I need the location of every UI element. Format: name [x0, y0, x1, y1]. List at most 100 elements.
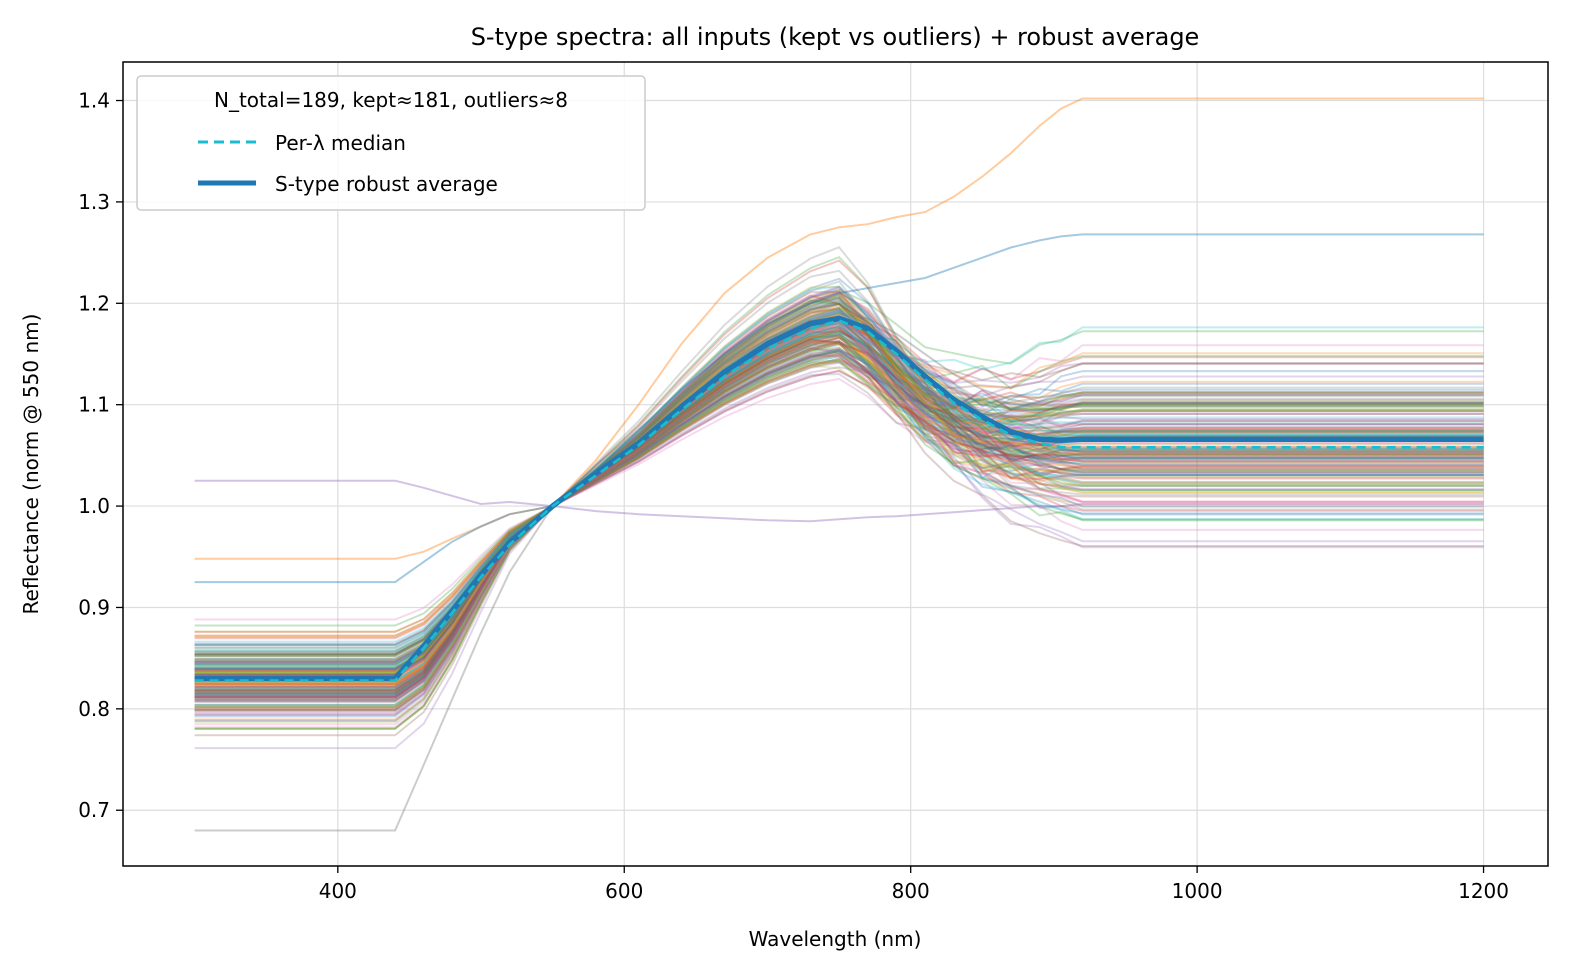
input-spectrum-line: [194, 355, 1484, 706]
input-spectrum-line: [194, 349, 1484, 692]
input-spectrum-line: [194, 287, 1484, 691]
input-spectrum-line: [194, 370, 1484, 700]
plot-frame: [122, 61, 1549, 867]
input-spectrum-line: [194, 308, 1484, 638]
input-spectrum-line: [194, 307, 1484, 711]
input-spectrum-line: [194, 347, 1484, 713]
input-spectrum-line: [194, 245, 1484, 694]
input-spectrum-line: [194, 302, 1484, 698]
input-spectrum-line: [194, 323, 1484, 715]
input-spectrum-line: [194, 348, 1484, 674]
x-tick-label: 800: [892, 879, 930, 903]
input-spectrum-line: [194, 324, 1484, 675]
input-spectrum-line: [194, 340, 1484, 676]
input-spectrum-line: [194, 341, 1484, 691]
input-spectrum-line: [194, 361, 1484, 688]
input-spectrum-line: [194, 352, 1484, 679]
input-spectrum-line: [194, 338, 1484, 698]
input-spectrum-line: [194, 372, 1484, 675]
input-spectrum-line: [194, 334, 1484, 680]
input-spectrum-line: [194, 354, 1484, 694]
input-spectrum-line: [194, 294, 1484, 686]
input-spectrum-line: [194, 280, 1484, 645]
input-spectrum-line: [194, 377, 1484, 621]
input-spectrum-line: [194, 335, 1484, 692]
input-spectrum-line: [194, 352, 1484, 721]
input-spectrum-line: [194, 331, 1484, 697]
input-spectrum-line: [194, 359, 1484, 694]
input-spectrum-line: [194, 289, 1484, 712]
y-tick-label: 0.9: [78, 595, 110, 619]
series-lines: [194, 315, 1484, 682]
input-spectrum-line: [194, 291, 1484, 699]
input-spectrum-line: [194, 352, 1484, 726]
input-spectrum-line: [194, 340, 1484, 696]
input-spectrum-line: [194, 353, 1484, 647]
input-spectrum-line: [194, 325, 1484, 679]
input-spectrum-line: [194, 346, 1484, 673]
input-spectrum-line: [194, 359, 1484, 627]
legend-box: [136, 75, 646, 211]
y-tick-label: 1.3: [78, 190, 110, 214]
x-axis-label: Wavelength (nm): [749, 927, 922, 951]
input-spectrum-line: [194, 357, 1484, 687]
input-spectrum-line: [194, 325, 1484, 695]
input-spectrum-line: [194, 293, 1484, 690]
median-line: [194, 319, 1484, 682]
input-spectrum-line: [194, 289, 1484, 686]
input-spectrum-line: [194, 297, 1484, 689]
legend-median-label: Per-λ median: [275, 131, 406, 155]
y-tick-label: 0.8: [78, 697, 110, 721]
input-spectrum-line: [194, 336, 1484, 675]
input-spectrum-line: [194, 329, 1484, 711]
y-tick-label: 0.7: [78, 798, 110, 822]
input-spectrum-line: [194, 334, 1484, 680]
input-spectrum-line: [194, 299, 1484, 684]
input-spectrum-line: [194, 309, 1484, 698]
input-spectrum-line: [194, 333, 1484, 708]
input-spectrum-line: [194, 277, 1484, 677]
input-spectrum-line: [194, 310, 1484, 699]
legend-average-label: S-type robust average: [275, 172, 498, 196]
input-spectrum-line: [194, 302, 1484, 685]
outlier-spectrum-line: [194, 479, 1484, 523]
input-spectrum-line: [194, 327, 1484, 675]
input-spectrum-line: [194, 285, 1484, 691]
input-spectrum-line: [194, 342, 1484, 640]
outlier-spectrum-line: [194, 312, 1484, 832]
input-spectrum-line: [194, 290, 1484, 695]
input-spectrum-line: [194, 340, 1484, 737]
input-spectrum-line: [194, 298, 1484, 646]
input-spectrum-line: [194, 333, 1484, 684]
y-tick-label: 1.2: [78, 291, 110, 315]
input-spectrum-line: [194, 364, 1484, 633]
input-spectrum-line: [194, 342, 1484, 711]
input-spectrum-line: [194, 285, 1484, 637]
y-axis-label: Reflectance (norm @ 550 nm): [19, 314, 43, 615]
input-spectrum-line: [194, 357, 1484, 718]
input-spectrum-line: [194, 333, 1484, 716]
outlier-spectrum-line: [194, 233, 1484, 584]
x-axis-ticks: 400 600 800 1000 1200: [319, 866, 1509, 903]
input-spectrum-line: [194, 307, 1484, 707]
input-spectrum-line: [194, 306, 1484, 710]
input-spectrum-line: [194, 290, 1484, 691]
input-spectrum-line: [194, 340, 1484, 684]
input-spectrum-line: [194, 337, 1484, 702]
y-tick-label: 1.0: [78, 494, 110, 518]
input-spectrum-line: [194, 359, 1484, 653]
input-spectrum-line: [194, 331, 1484, 707]
input-spectrum-line: [194, 323, 1484, 693]
input-spectrum-line: [194, 292, 1484, 730]
input-spectrum-line: [194, 350, 1484, 649]
input-spectrum-line: [194, 369, 1484, 689]
y-axis-ticks: 0.7 0.8 0.9 1.0 1.1 1.2 1.3 1.4: [78, 89, 123, 822]
outlier-spectrum-line: [194, 97, 1484, 560]
grid-lines: [123, 62, 1548, 866]
input-spectrum-line: [194, 328, 1484, 709]
input-spectrum-line: [194, 321, 1484, 709]
input-spectrum-line: [194, 289, 1484, 722]
input-spectrum-line: [194, 291, 1484, 679]
input-spectrum-line: [194, 327, 1484, 676]
